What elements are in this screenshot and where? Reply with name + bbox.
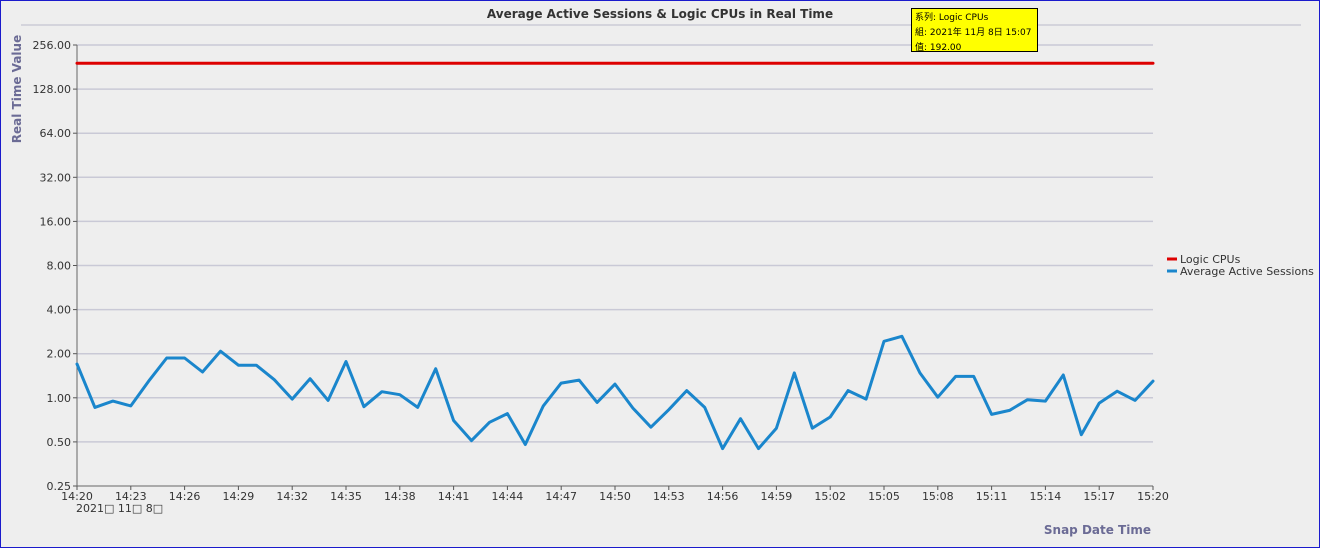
series-lines <box>75 61 1155 451</box>
x-tick-label: 14:41 <box>438 490 470 503</box>
y-tick-label: 0.50 <box>47 436 72 449</box>
legend-label: Logic CPUs <box>1180 253 1241 266</box>
y-tick-label: 2.00 <box>47 348 72 361</box>
x-tick-label: 14:50 <box>599 490 631 503</box>
x-tick-label: 14:35 <box>330 490 362 503</box>
tooltip-value: 值: 192.00 <box>915 43 962 53</box>
x-date-label: 2021□ 11□ 8□ <box>76 502 163 515</box>
y-tick-label: 1.00 <box>47 392 72 405</box>
y-tick-label: 4.00 <box>47 304 72 317</box>
x-tick-label: 15:08 <box>922 490 954 503</box>
tooltip-series: 系列: Logic CPUs <box>915 13 989 23</box>
y-tick-label: 32.00 <box>40 171 72 184</box>
tooltip-group: 組: 2021年 11月 8日 15:07 <box>915 28 1032 38</box>
x-tick-label: 14:38 <box>384 490 416 503</box>
x-tick-label: 15:11 <box>976 490 1008 503</box>
gridlines <box>77 44 1153 443</box>
x-tick-label: 14:59 <box>761 490 793 503</box>
y-tick-label: 64.00 <box>40 127 72 140</box>
series-line-average-active-sessions <box>75 334 1155 451</box>
x-tick-label: 15:17 <box>1083 490 1115 503</box>
x-tick-label: 14:56 <box>707 490 739 503</box>
x-tick-labels: 14:20 14:23 14:26 14:29 14:32 14:35 14:38 14:41… <box>61 490 1169 503</box>
x-tick-label: 15:20 <box>1137 490 1169 503</box>
legend-label: Average Active Sessions <box>1180 265 1314 278</box>
x-tick-label: 15:14 <box>1030 490 1062 503</box>
y-axis-title: Real Time Value <box>10 35 24 143</box>
x-tick-label: 14:29 <box>223 490 255 503</box>
y-tick-label: 128.00 <box>33 83 72 96</box>
x-tick-label: 14:47 <box>545 490 577 503</box>
x-tick-label: 14:53 <box>653 490 685 503</box>
chart-title: Average Active Sessions & Logic CPUs in … <box>487 7 833 21</box>
y-tick-label: 0.25 <box>47 480 72 493</box>
data-tooltip: 系列: Logic CPUs 組: 2021年 11月 8日 15:07 值: … <box>911 8 1038 53</box>
y-tick-label: 16.00 <box>40 215 72 228</box>
x-tick-label: 14:44 <box>492 490 524 503</box>
y-tick-label: 8.00 <box>47 260 72 273</box>
y-tick-labels: 256.00 128.00 64.00 32.00 16.00 8.00 4.00 2.00 1… <box>33 39 72 493</box>
x-axis-title: Snap Date Time <box>1044 523 1151 537</box>
x-tick-label: 15:02 <box>814 490 846 503</box>
legend-swatch <box>1167 269 1177 273</box>
x-tick-label: 14:20 <box>61 490 93 503</box>
y-tick-label: 256.00 <box>33 39 72 52</box>
legend-swatch <box>1167 257 1177 261</box>
x-tick-label: 14:23 <box>115 490 147 503</box>
x-tick-label: 14:32 <box>276 490 308 503</box>
axes <box>73 44 1154 490</box>
x-tick-label: 14:26 <box>169 490 201 503</box>
x-tick-label: 15:05 <box>868 490 900 503</box>
